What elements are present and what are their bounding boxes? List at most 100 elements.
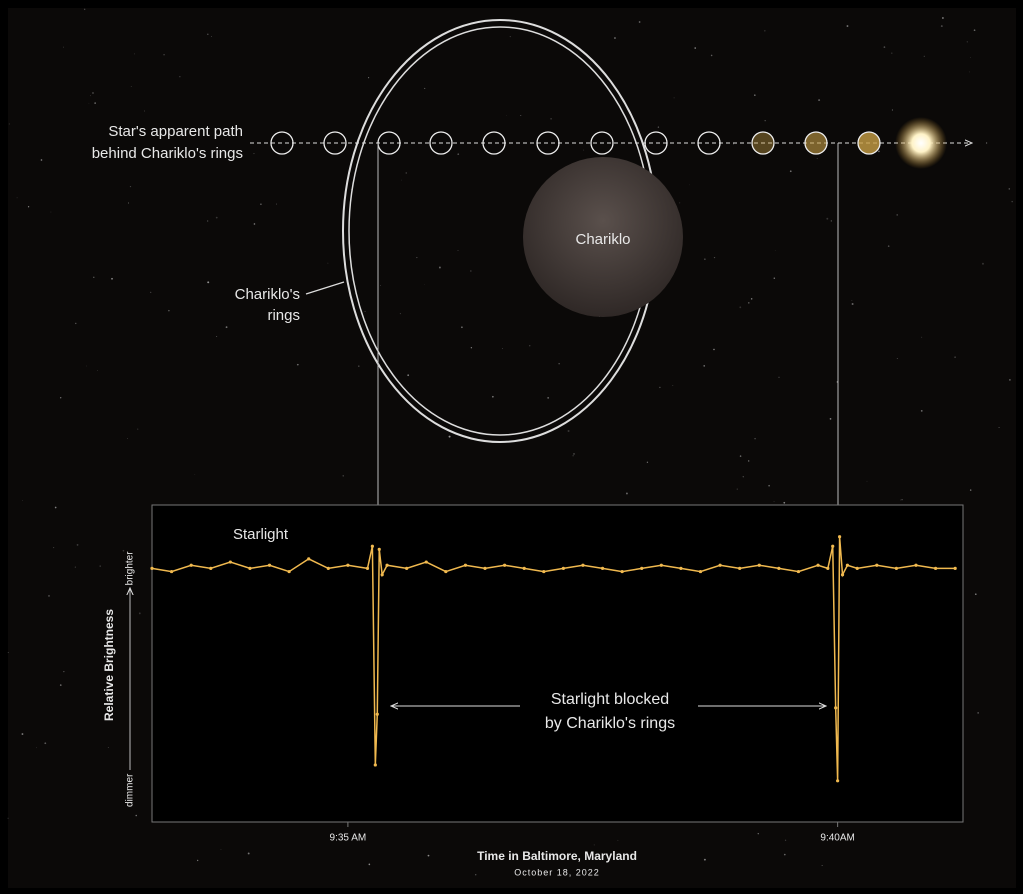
- star-dot: [86, 366, 87, 367]
- data-point: [846, 564, 849, 567]
- data-point: [581, 564, 584, 567]
- star-dot: [400, 313, 401, 314]
- star-dot: [784, 854, 786, 856]
- star-dot: [647, 462, 648, 463]
- star-dot: [783, 502, 785, 504]
- star-dot: [254, 223, 256, 225]
- star-dot: [63, 47, 64, 48]
- star-dot: [573, 455, 574, 456]
- star-position: [858, 132, 880, 154]
- star-dot: [457, 153, 459, 155]
- star-dot: [921, 337, 922, 338]
- star-dot: [884, 46, 886, 48]
- star-dot: [8, 818, 9, 819]
- star-dot: [221, 849, 222, 850]
- star-dot: [826, 218, 828, 220]
- y-tick-label: dimmer: [125, 773, 136, 807]
- star-dot: [90, 95, 91, 96]
- star-dot: [558, 363, 559, 364]
- star-dot: [892, 109, 893, 110]
- body-label: Chariklo: [575, 231, 630, 248]
- star-dot: [144, 110, 145, 111]
- data-point: [381, 573, 384, 576]
- star-dot: [573, 453, 575, 455]
- data-point: [777, 567, 780, 570]
- star-dot: [63, 671, 64, 672]
- star-dot: [672, 385, 673, 386]
- star-dot: [216, 336, 217, 337]
- star-dot: [77, 544, 79, 546]
- star-dot: [737, 489, 738, 490]
- star-dot: [506, 115, 507, 116]
- star-dot: [694, 47, 696, 49]
- star-dot: [424, 284, 425, 285]
- data-point: [838, 535, 841, 538]
- star-dot: [774, 277, 775, 278]
- data-point: [954, 567, 957, 570]
- star-dot: [1009, 379, 1011, 381]
- star-dot: [975, 593, 977, 595]
- star-dot: [216, 217, 218, 219]
- star-dot: [276, 204, 277, 205]
- star-dot: [775, 250, 776, 251]
- star-dot: [774, 501, 775, 502]
- y-axis-label: Relative Brightness: [102, 609, 116, 721]
- infographic: Chariklo Star's apparent path behind Cha…: [0, 0, 1023, 894]
- star-dot: [703, 365, 705, 367]
- data-point: [366, 567, 369, 570]
- x-axis-label: Time in Baltimore, Maryland: [477, 849, 637, 863]
- star-dot: [89, 103, 90, 104]
- star-dot: [733, 144, 734, 145]
- data-point: [483, 567, 486, 570]
- star-dot: [128, 202, 129, 203]
- data-point: [190, 564, 193, 567]
- legend-label: Starlight: [233, 526, 289, 543]
- star-dot: [878, 151, 880, 153]
- star-dot: [897, 358, 898, 359]
- annotation: by Chariklo's rings: [545, 715, 675, 732]
- data-point: [346, 564, 349, 567]
- data-point: [209, 567, 212, 570]
- star-dot: [941, 25, 943, 27]
- star-dot: [594, 844, 595, 845]
- star-dot: [108, 747, 109, 748]
- data-point: [836, 779, 839, 782]
- star-dot: [44, 742, 46, 744]
- star-dot: [428, 855, 430, 857]
- star-dot: [471, 347, 472, 348]
- star-dot: [822, 865, 823, 866]
- star-dot: [970, 489, 971, 490]
- star-dot: [847, 25, 849, 27]
- star-dot: [851, 300, 852, 301]
- star-dot: [458, 250, 459, 251]
- star-dot: [328, 263, 329, 264]
- star: [895, 117, 947, 169]
- star-dot: [207, 34, 208, 35]
- star-dot: [583, 150, 584, 151]
- star-dot: [967, 42, 968, 43]
- star-dot: [253, 153, 254, 154]
- data-point: [385, 564, 388, 567]
- star-dot: [365, 311, 366, 312]
- star-dot: [714, 257, 715, 258]
- star-dot: [711, 55, 713, 57]
- star-dot: [406, 172, 407, 173]
- star-dot: [127, 438, 128, 439]
- star-dot: [1009, 188, 1011, 190]
- rings-label: rings: [267, 307, 300, 324]
- data-point: [834, 706, 837, 709]
- star-dot: [679, 202, 680, 203]
- star-dot: [449, 436, 451, 438]
- star-dot: [97, 370, 98, 371]
- star-dot: [764, 30, 765, 31]
- star-dot: [168, 310, 170, 312]
- star-dot: [53, 547, 54, 548]
- star-dot: [713, 349, 714, 350]
- data-point: [248, 567, 251, 570]
- star-dot: [942, 17, 944, 19]
- data-point: [444, 570, 447, 573]
- star-dot: [22, 733, 24, 735]
- star-dot: [818, 99, 820, 101]
- star-dot: [900, 500, 901, 501]
- star-dot: [17, 198, 18, 199]
